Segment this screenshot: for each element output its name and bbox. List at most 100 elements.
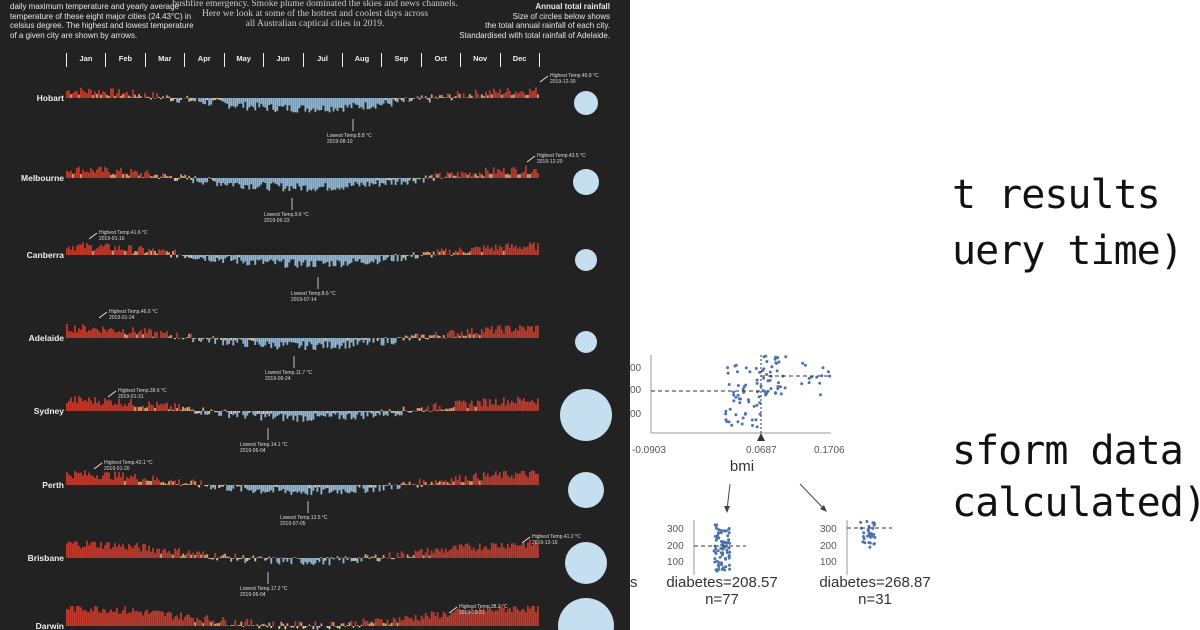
daily-temp-bar [494,329,497,339]
daily-temp-bar [82,401,84,412]
daily-temp-bar [256,411,259,415]
daily-temp-bar [364,411,367,412]
daily-temp-bar [196,551,199,558]
daily-temp-bar [432,251,435,255]
daily-temp-bar [188,484,191,485]
daily-temp-bar [228,338,231,344]
daily-temp-bar [284,178,287,189]
daily-temp-bar [208,558,211,559]
daily-temp-bar [82,475,84,486]
rainfall-circle [565,542,607,584]
daily-temp-bar [214,98,217,100]
daily-temp-bar [118,245,120,256]
daily-temp-bar [308,338,311,342]
leaf-point [716,549,720,553]
daily-temp-bar [100,332,102,338]
daily-temp-bar [280,178,283,184]
highest-temp-annotation: Highest Temp.41.2 °C 2019-12-16 [532,534,581,546]
daily-temp-bar [378,98,381,105]
leaf-point [859,520,863,524]
daily-temp-bar [478,247,481,255]
daily-temp-bar [124,548,126,558]
daily-temp-bar [390,558,393,559]
daily-temp-bar [104,545,106,559]
daily-temp-bar [374,485,377,488]
daily-temp-bar [210,178,213,179]
daily-temp-bar [142,405,144,411]
daily-temp-bar [80,174,82,179]
daily-temp-bar [290,98,293,112]
leaf-point [714,538,718,542]
daily-temp-bar [392,558,395,560]
daily-temp-bar [200,338,203,342]
daily-temp-bar [164,483,166,486]
leaf-point [715,569,719,573]
daily-temp-bar [110,328,112,339]
daily-temp-bar [456,252,459,255]
daily-temp-bar [364,98,367,103]
leaf-point [871,526,875,530]
daily-temp-bar [286,255,289,268]
daily-temp-bar [502,397,505,411]
daily-temp-bar [450,408,453,411]
daily-temp-bar [126,477,128,485]
daily-temp-bar [168,481,170,486]
scatter-point [743,412,747,416]
daily-temp-bar [198,98,201,102]
daily-temp-bar [296,626,299,629]
daily-temp-bar [114,403,116,412]
daily-temp-bar [224,338,227,341]
daily-temp-bar [318,411,321,417]
daily-temp-bar [210,338,213,339]
daily-temp-bar [374,411,377,416]
daily-temp-bar [258,411,261,414]
daily-temp-bar [126,405,128,411]
daily-temp-bar [124,333,126,339]
daily-temp-bar [314,255,317,267]
daily-temp-bar [488,398,491,412]
daily-temp-bar [108,96,110,99]
daily-temp-bar [240,558,243,560]
daily-temp-bar [76,167,78,179]
daily-temp-bar [442,481,445,486]
daily-temp-bar [312,626,315,630]
daily-temp-bar [294,98,297,113]
daily-temp-bar [140,406,142,411]
daily-temp-bar [432,178,435,181]
leaf-point [728,567,732,571]
daily-temp-bar [146,170,148,179]
daily-temp-bar [444,408,447,411]
daily-temp-bar [248,411,251,413]
daily-temp-bar [318,485,321,488]
daily-temp-bar [374,178,377,184]
daily-temp-bar [428,98,431,103]
daily-temp-bar [276,178,279,185]
daily-temp-bar [66,170,68,178]
daily-temp-bar [446,333,449,338]
daily-temp-bar [398,411,401,416]
daily-temp-bar [420,615,423,626]
daily-temp-bar [496,169,499,179]
daily-temp-bar [150,250,152,256]
leaf-point [727,527,731,530]
daily-temp-bar [342,623,345,627]
daily-temp-bar [260,411,263,421]
daily-temp-bar [368,178,371,187]
daily-temp-bar [182,338,184,340]
daily-temp-bar [128,175,130,178]
daily-temp-bar [154,408,156,412]
daily-temp-bar [352,338,355,347]
daily-temp-bar [498,547,501,559]
daily-temp-bar [114,471,116,485]
daily-temp-bar [116,93,118,99]
daily-temp-bar [172,481,174,485]
daily-temp-bar [80,330,82,338]
daily-temp-bar [306,338,309,346]
daily-temp-bar [368,623,371,626]
daily-temp-bar [340,623,343,626]
center-line: bushfire emergency. Smoke plume dominate… [172,0,458,9]
daily-temp-bar [286,558,289,562]
daily-temp-bar [472,334,475,338]
daily-temp-bar [422,555,425,558]
rainfall-legend: Annual total rainfall Size of circles be… [459,2,610,40]
